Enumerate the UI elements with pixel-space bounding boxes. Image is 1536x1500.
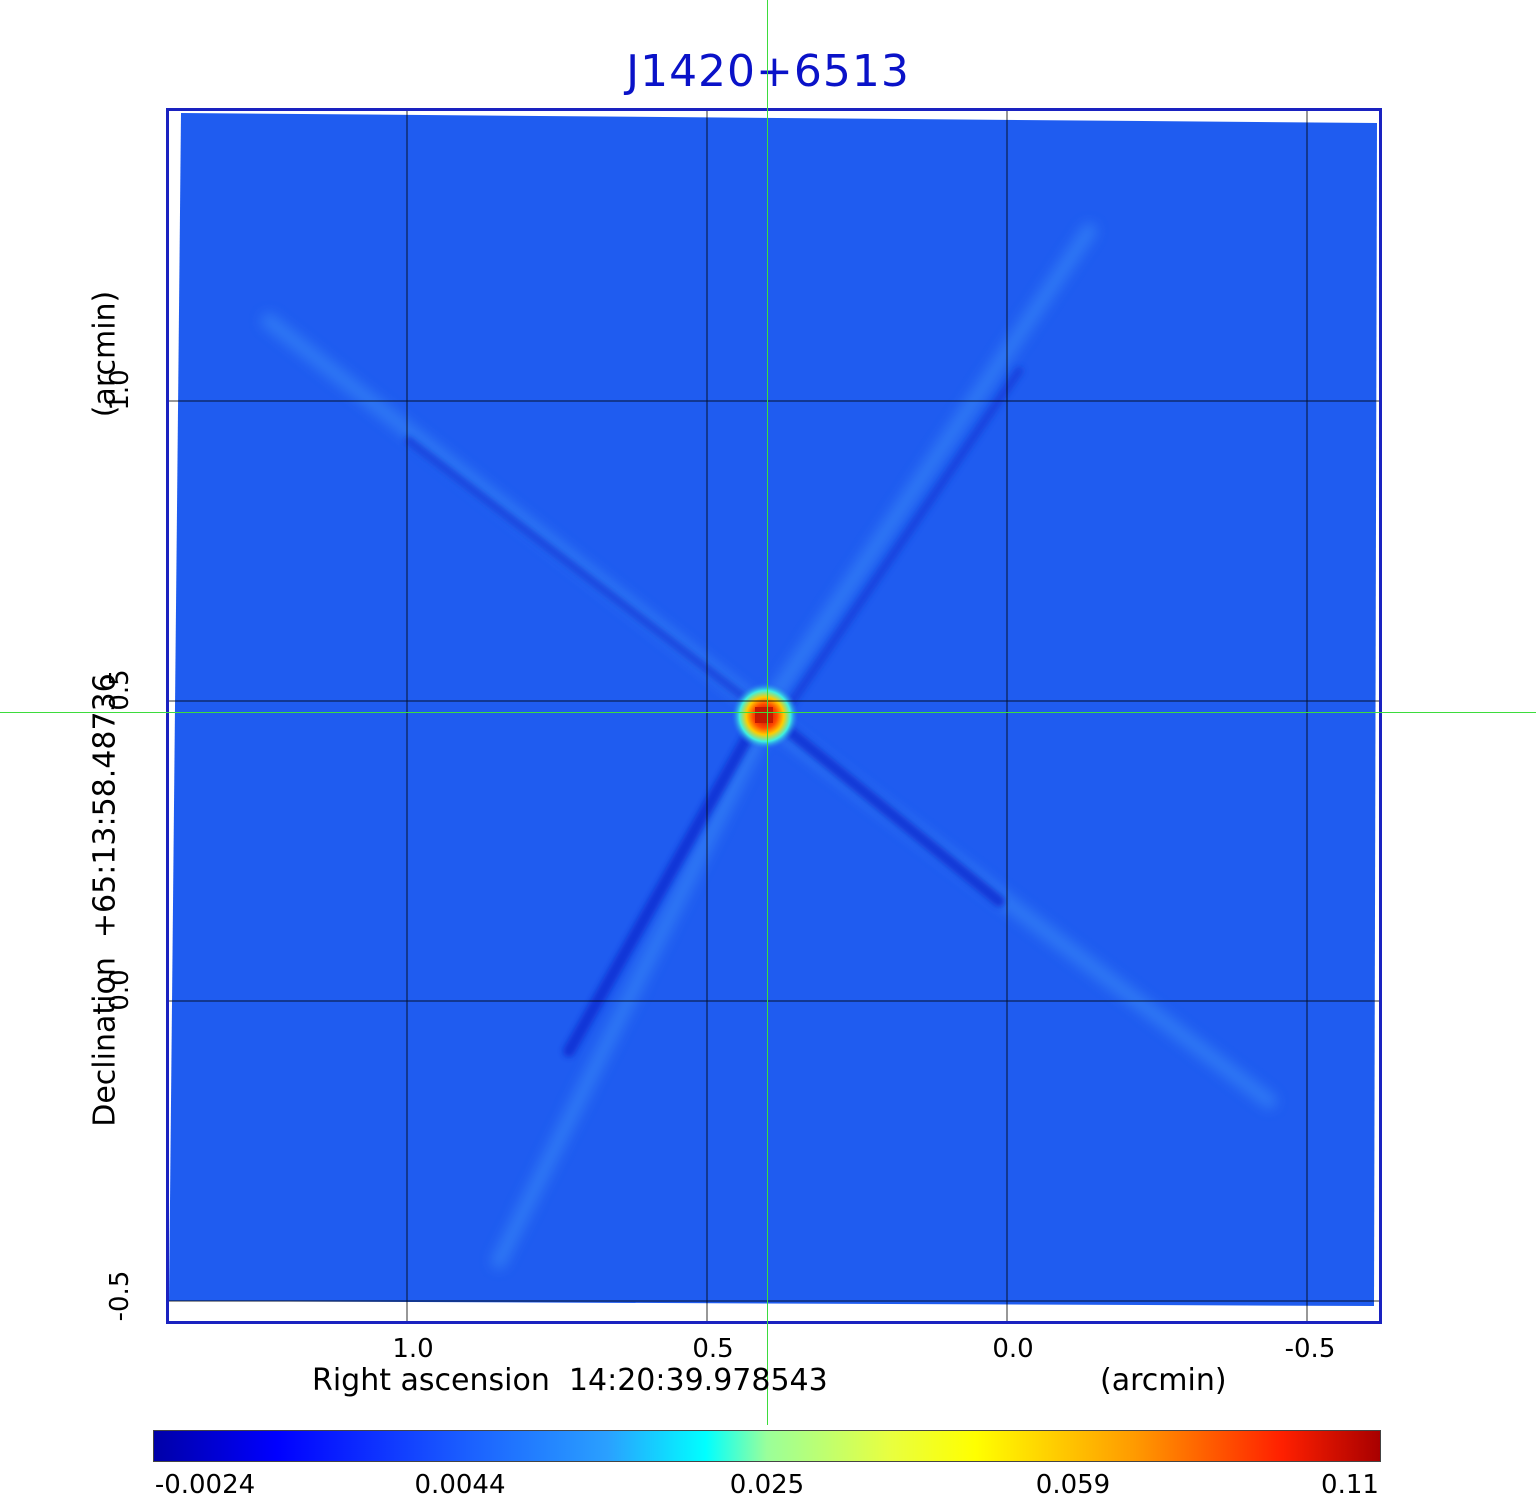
y-axis-label: Declination +65:13:58.48736 <box>87 673 123 1127</box>
negative-streak <box>404 436 754 706</box>
colorbar <box>153 1430 1381 1462</box>
crosshair-horizontal <box>0 712 1536 713</box>
y-axis-unit: (arcmin) <box>87 290 123 418</box>
x-tick-label: 0.0 <box>992 1334 1034 1364</box>
y-tick-label: -0.5 <box>105 1270 135 1322</box>
image-frame[interactable] <box>166 108 1382 1324</box>
coordinate-grid <box>169 111 1379 1321</box>
colorbar-tick: 0.025 <box>729 1470 805 1500</box>
sidelobe-streak <box>491 718 772 1269</box>
negative-streak <box>773 717 1005 907</box>
x-tick-label: -0.5 <box>1284 1334 1336 1364</box>
radio-image <box>169 111 1379 1321</box>
x-tick-label: 1.0 <box>392 1334 434 1364</box>
colorbar-tick: 0.0044 <box>414 1470 506 1500</box>
x-tick-label: 0.5 <box>692 1334 734 1364</box>
radio-source-core <box>755 707 773 723</box>
colorbar-tick: 0.059 <box>1035 1470 1111 1500</box>
colorbar-tick: -0.0024 <box>154 1470 256 1500</box>
x-axis-unit: (arcmin) <box>1100 1363 1227 1398</box>
negative-streak <box>784 366 1024 711</box>
image-title: J1420+6513 <box>626 46 910 97</box>
colorbar-tick: 0.11 <box>1321 1470 1379 1500</box>
negative-streak <box>563 720 760 1057</box>
x-axis-label: Right ascension 14:20:39.978543 <box>312 1363 828 1398</box>
sidelobe-streak <box>756 223 1097 719</box>
